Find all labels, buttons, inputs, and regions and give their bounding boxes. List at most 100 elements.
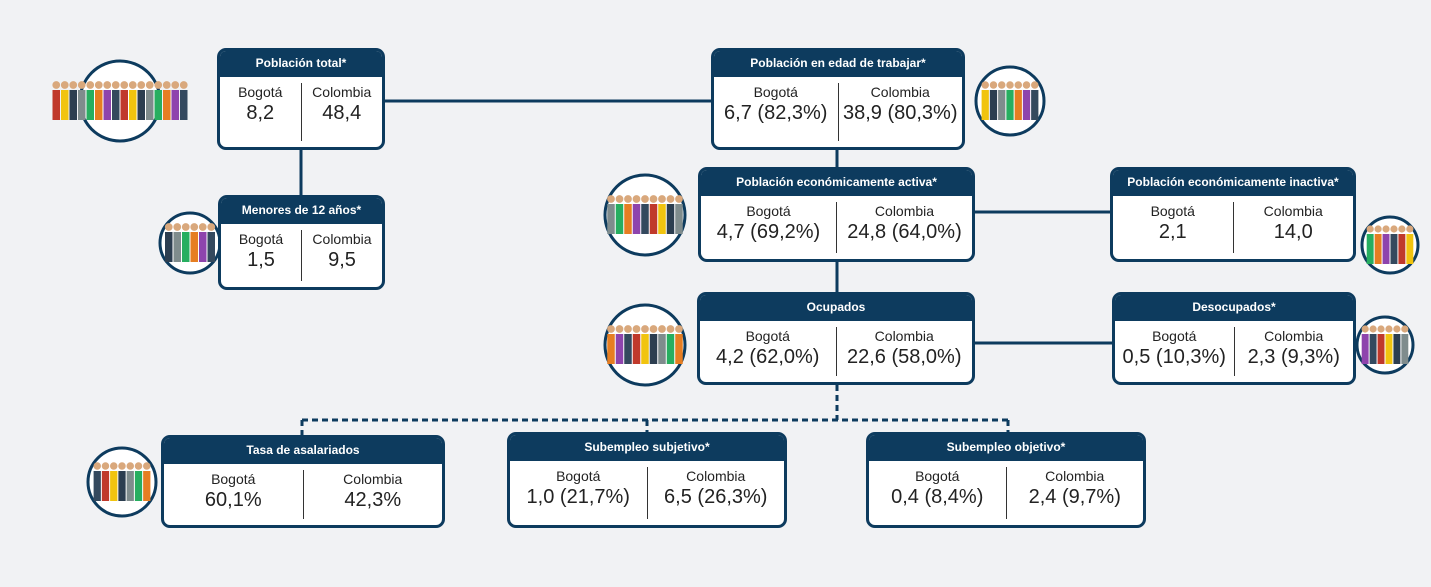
column-label: Colombia [874, 203, 935, 219]
node-title: Tasa de asalariados [164, 438, 442, 464]
column-value: 22,6 (58,0%) [846, 346, 962, 368]
column-value: 2,1 [1158, 221, 1187, 243]
column-label: Bogotá [753, 84, 798, 100]
node-columns: Bogotá 1,0 (21,7%) Colombia 6,5 (26,3%) [510, 461, 784, 525]
column-value: 24,8 (64,0%) [847, 221, 962, 243]
node-column: Colombia 9,5 [301, 230, 382, 281]
column-label: Bogotá [745, 328, 790, 344]
column-value: 48,4 [322, 102, 362, 124]
node-column: Bogotá 0,4 (8,4%) [869, 461, 1006, 525]
node-columns: Bogotá 8,2 Colombia 48,4 [220, 77, 382, 147]
node-title: Ocupados [700, 295, 972, 321]
node-box: Población económicamente activa* Bogotá 4,… [698, 167, 975, 262]
node-columns: Bogotá 4,7 (69,2%) Colombia 24,8 (64,0%) [701, 196, 972, 259]
people-icon [974, 65, 1046, 137]
node-columns: Bogotá 1,5 Colombia 9,5 [221, 224, 382, 287]
node-column: Colombia 38,9 (80,3%) [837, 83, 963, 141]
column-label: Colombia [343, 471, 403, 487]
column-label: Colombia [1263, 203, 1323, 219]
node-box: Población económicamente inactiva* Bogotá… [1110, 167, 1356, 262]
node-box: Subempleo objetivo* Bogotá 0,4 (8,4%) Colom… [866, 432, 1146, 528]
column-label: Bogotá [211, 471, 256, 487]
node-title: Desocupados* [1115, 295, 1353, 321]
node-column: Bogotá 60,1% [164, 464, 303, 525]
column-label: Bogotá [238, 84, 283, 100]
column-value: 14,0 [1273, 221, 1313, 243]
node-box: Desocupados* Bogotá 0,5 (10,3%) Colombia 2,3… [1112, 292, 1356, 385]
people-icon [52, 59, 188, 143]
node-column: Bogotá 1,0 (21,7%) [510, 461, 647, 525]
column-value: 60,1% [204, 489, 262, 511]
column-label: Bogotá [1152, 328, 1197, 344]
column-label: Bogotá [1150, 203, 1195, 219]
node-box: Tasa de asalariados Bogotá 60,1% Colombia 42… [161, 435, 445, 528]
column-label: Bogotá [746, 203, 791, 219]
column-label: Colombia [874, 328, 934, 344]
node-columns: Bogotá 0,4 (8,4%) Colombia 2,4 (9,7%) [869, 461, 1143, 525]
node-box: Población total* Bogotá 8,2 Colombia 48,4 [217, 48, 385, 150]
node-column: Bogotá 1,5 [221, 224, 301, 287]
people-icon [1360, 215, 1420, 275]
column-value: 2,3 (9,3%) [1247, 346, 1340, 368]
column-label: Colombia [1264, 328, 1324, 344]
column-value: 42,3% [344, 489, 402, 511]
node-title: Población en edad de trabajar* [714, 51, 962, 77]
node-column: Bogotá 4,2 (62,0%) [700, 321, 836, 382]
column-value: 8,2 [246, 102, 275, 124]
node-title: Subempleo objetivo* [869, 435, 1143, 461]
node-column: Colombia 6,5 (26,3%) [646, 467, 785, 519]
node-column: Colombia 24,8 (64,0%) [836, 202, 972, 253]
column-value: 0,4 (8,4%) [891, 486, 984, 508]
people-icon [603, 303, 687, 387]
column-value: 1,5 [247, 249, 275, 271]
node-column: Colombia 14,0 [1232, 202, 1354, 253]
people-icon [1355, 315, 1415, 375]
people-icon [158, 211, 222, 275]
node-column: Bogotá 2,1 [1113, 196, 1233, 259]
node-column: Bogotá 0,5 (10,3%) [1115, 321, 1234, 382]
node-column: Colombia 42,3% [302, 470, 443, 519]
node-column: Colombia 2,4 (9,7%) [1005, 467, 1144, 519]
people-icon [86, 446, 158, 518]
node-columns: Bogotá 2,1 Colombia 14,0 [1113, 196, 1353, 259]
node-box: Ocupados Bogotá 4,2 (62,0%) Colombia 22,6 (5… [697, 292, 975, 385]
column-value: 1,0 (21,7%) [526, 486, 630, 508]
column-label: Bogotá [556, 468, 601, 484]
node-column: Colombia 48,4 [300, 83, 383, 141]
node-title: Subempleo subjetivo* [510, 435, 784, 461]
node-title: Población total* [220, 51, 382, 77]
column-value: 6,5 (26,3%) [664, 486, 768, 508]
node-columns: Bogotá 60,1% Colombia 42,3% [164, 464, 442, 525]
node-columns: Bogotá 0,5 (10,3%) Colombia 2,3 (9,3%) [1115, 321, 1353, 382]
node-box: Subempleo subjetivo* Bogotá 1,0 (21,7%) Col… [507, 432, 787, 528]
column-value: 4,7 (69,2%) [716, 221, 821, 243]
column-label: Colombia [870, 84, 930, 100]
column-label: Colombia [686, 468, 746, 484]
node-column: Bogotá 8,2 [220, 77, 301, 147]
column-value: 6,7 (82,3%) [724, 102, 828, 124]
column-label: Colombia [312, 231, 372, 247]
node-box: Población en edad de trabajar* Bogotá 6,7 … [711, 48, 965, 150]
column-label: Colombia [312, 84, 372, 100]
node-box: Menores de 12 años* Bogotá 1,5 Colombia 9,5 [218, 195, 385, 290]
node-title: Población económicamente activa* [701, 170, 972, 196]
column-label: Bogotá [238, 231, 284, 247]
column-value: 38,9 (80,3%) [842, 102, 958, 124]
node-columns: Bogotá 6,7 (82,3%) Colombia 38,9 (80,3%) [714, 77, 962, 147]
people-icon [603, 173, 687, 257]
column-label: Bogotá [915, 468, 960, 484]
node-columns: Bogotá 4,2 (62,0%) Colombia 22,6 (58,0%) [700, 321, 972, 382]
column-label: Colombia [1045, 468, 1105, 484]
node-title: Menores de 12 años* [221, 198, 382, 224]
column-value: 0,5 (10,3%) [1122, 346, 1226, 368]
node-title: Población económicamente inactiva* [1113, 170, 1353, 196]
node-column: Colombia 2,3 (9,3%) [1233, 327, 1354, 376]
column-value: 4,2 (62,0%) [716, 346, 820, 368]
node-column: Bogotá 6,7 (82,3%) [714, 77, 838, 147]
node-column: Bogotá 4,7 (69,2%) [701, 196, 836, 259]
node-column: Colombia 22,6 (58,0%) [835, 327, 973, 376]
column-value: 9,5 [328, 249, 356, 271]
column-value: 2,4 (9,7%) [1028, 486, 1121, 508]
